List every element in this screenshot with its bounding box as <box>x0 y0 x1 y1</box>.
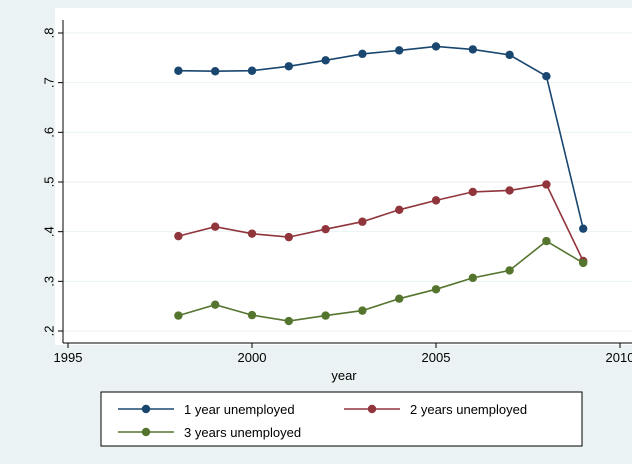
data-point <box>395 294 404 303</box>
data-point <box>211 300 220 309</box>
data-point <box>542 236 551 246</box>
series-line <box>178 183 584 262</box>
data-point <box>468 273 477 283</box>
data-point <box>321 311 330 320</box>
legend-box <box>100 391 583 447</box>
data-point <box>211 222 220 231</box>
data-point <box>284 232 293 242</box>
legend-item: 3 years unemployed <box>118 425 301 440</box>
data-point <box>211 67 220 76</box>
data-point <box>431 196 441 205</box>
legend-swatch-marker <box>141 404 151 414</box>
x-tick-label: 2005 <box>422 350 451 365</box>
plot-area <box>55 8 632 345</box>
series-line <box>178 45 584 229</box>
legend-item: 1 year unemployed <box>118 402 295 417</box>
data-point <box>431 285 441 294</box>
series-line <box>178 240 584 322</box>
data-point <box>284 316 293 326</box>
legend-label: 3 years unemployed <box>184 425 301 440</box>
data-point <box>174 311 183 320</box>
x-axis-ticks: 1995 2000 2005 2010 <box>54 343 632 365</box>
data-point <box>579 258 588 268</box>
legend-label: 1 year unemployed <box>184 402 295 417</box>
y-tick-label: .6 <box>41 127 56 138</box>
data-point <box>505 266 514 275</box>
legend: 1 year unemployed 2 years unemployed 3 yea… <box>100 391 583 447</box>
data-point <box>321 56 330 65</box>
data-point <box>284 62 293 71</box>
series-1 <box>174 42 588 233</box>
legend-swatch-marker <box>141 427 151 437</box>
x-tick-label: 1995 <box>54 350 83 365</box>
series-3 <box>174 236 588 326</box>
grid-lines <box>63 32 632 332</box>
data-point <box>579 224 588 233</box>
data-point <box>247 229 257 238</box>
data-point <box>247 310 257 320</box>
y-tick-label: .3 <box>41 276 56 287</box>
data-point <box>174 66 183 75</box>
data-point <box>395 46 404 55</box>
data-point <box>358 217 367 226</box>
data-point <box>468 187 477 197</box>
legend-swatch-marker <box>367 404 377 414</box>
legend-label: 2 years unemployed <box>410 402 527 417</box>
data-point <box>247 66 257 75</box>
legend-item: 2 years unemployed <box>344 402 527 417</box>
y-tick-label: .8 <box>41 28 56 39</box>
data-point <box>358 49 367 59</box>
y-axis-ticks: .2 .3 .4 .5 .6 .7 .8 <box>41 28 63 337</box>
y-tick-label: .5 <box>41 177 56 188</box>
y-tick-label: .4 <box>41 226 56 237</box>
x-tick-label: 2000 <box>238 350 267 365</box>
x-axis-title: year <box>331 368 357 383</box>
data-point <box>358 306 367 315</box>
data-point <box>505 186 514 195</box>
series-group <box>174 42 588 326</box>
data-point <box>431 42 441 51</box>
y-tick-label: .7 <box>41 77 56 88</box>
data-point <box>174 231 183 241</box>
data-point <box>542 72 551 81</box>
data-point <box>542 180 551 189</box>
data-point <box>321 224 330 234</box>
data-point <box>395 205 404 215</box>
x-tick-label: 2010 <box>606 350 632 365</box>
data-point <box>468 45 477 54</box>
y-tick-label: .2 <box>41 326 56 337</box>
data-point <box>505 50 514 60</box>
